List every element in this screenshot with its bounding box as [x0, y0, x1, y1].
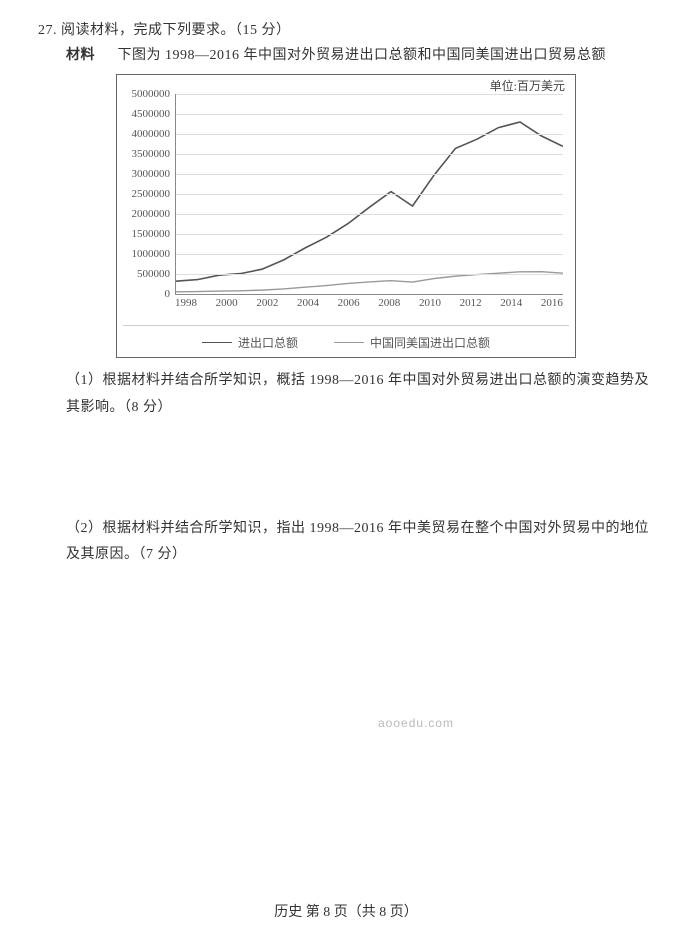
chart-y-label: 0 — [122, 288, 170, 300]
chart-y-label: 2500000 — [122, 188, 170, 200]
chart-x-label: 2006 — [338, 297, 360, 309]
chart-series-total — [176, 122, 563, 281]
chart-x-labels: 1998 2000 2002 2004 2006 2008 2010 2012 2014 2016 — [175, 295, 563, 309]
chart-x-label: 2012 — [460, 297, 482, 309]
material-line: 材料 下图为 1998—2016 年中国对外贸易进出口总额和中国同美国进出口贸易… — [66, 43, 654, 68]
legend-item-us: 中国同美国进出口总额 — [334, 334, 490, 351]
chart-legend: 进出口总额 中国同美国进出口总额 — [123, 325, 569, 351]
page-footer: 历史 第 8 页（共 8 页） — [0, 901, 692, 921]
legend-line-total — [202, 342, 232, 343]
chart-y-label: 1500000 — [122, 228, 170, 240]
subquestion-2: （2）根据材料并结合所学知识，指出 1998—2016 年中美贸易在整个中国对外… — [66, 516, 654, 569]
chart-gridline — [176, 214, 563, 215]
chart-x-label: 2000 — [216, 297, 238, 309]
chart-y-label: 4000000 — [122, 128, 170, 140]
subquestion-1: （1）根据材料并结合所学知识，概括 1998—2016 年中国对外贸易进出口总额… — [66, 368, 654, 421]
chart-y-label: 3500000 — [122, 148, 170, 160]
chart-container: 单位:百万美元 05000001000000150000020000002500… — [116, 74, 576, 358]
chart-x-label: 1998 — [175, 297, 197, 309]
chart-y-label: 3000000 — [122, 168, 170, 180]
chart-x-label: 2008 — [378, 297, 400, 309]
material-label: 材料 — [66, 48, 95, 63]
chart-gridline — [176, 174, 563, 175]
chart-gridline — [176, 274, 563, 275]
chart-plot-area: 0500000100000015000002000000250000030000… — [175, 94, 563, 295]
legend-label-total: 进出口总额 — [238, 334, 298, 351]
chart-unit-label: 单位:百万美元 — [123, 77, 569, 94]
chart-y-label: 2000000 — [122, 208, 170, 220]
chart-x-label: 2002 — [256, 297, 278, 309]
chart-gridline — [176, 254, 563, 255]
chart-x-label: 2010 — [419, 297, 441, 309]
chart-gridline — [176, 114, 563, 115]
chart-gridline — [176, 194, 563, 195]
chart-y-label: 500000 — [122, 268, 170, 280]
chart-gridline — [176, 134, 563, 135]
legend-line-us — [334, 342, 364, 343]
question-heading: 27. 阅读材料，完成下列要求。（15 分） — [38, 18, 654, 43]
chart-gridline — [176, 94, 563, 95]
chart-frame: 单位:百万美元 05000001000000150000020000002500… — [116, 74, 576, 358]
chart-x-label: 2004 — [297, 297, 319, 309]
chart-y-label: 4500000 — [122, 108, 170, 120]
legend-item-total: 进出口总额 — [202, 334, 298, 351]
chart-gridline — [176, 154, 563, 155]
chart-x-label: 2014 — [500, 297, 522, 309]
chart-gridline — [176, 234, 563, 235]
chart-y-label: 5000000 — [122, 88, 170, 100]
chart-x-label: 2016 — [541, 297, 563, 309]
material-text: 下图为 1998—2016 年中国对外贸易进出口总额和中国同美国进出口贸易总额 — [118, 48, 607, 63]
chart-y-label: 1000000 — [122, 248, 170, 260]
watermark-text: aooedu.com — [378, 716, 454, 730]
legend-label-us: 中国同美国进出口总额 — [370, 334, 490, 351]
